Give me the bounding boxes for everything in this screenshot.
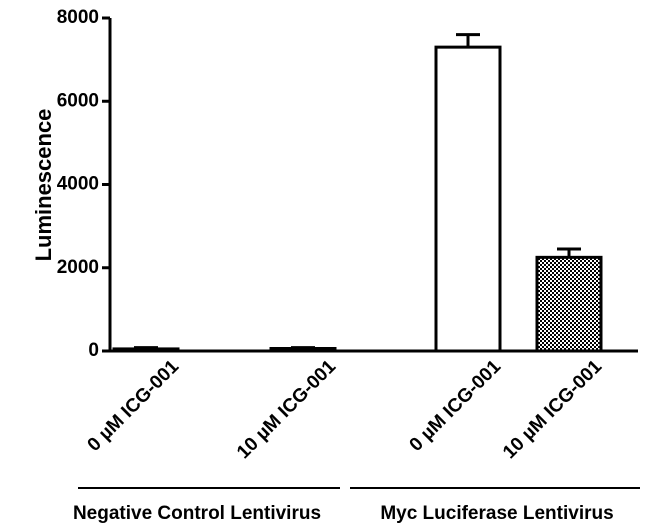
y-tick-label: 8000 — [57, 7, 99, 28]
group-label: Negative Control Lentivirus — [73, 503, 321, 524]
bar — [535, 255, 603, 353]
y-tick-label: 4000 — [57, 174, 99, 195]
group-label: Myc Luciferase Lentivirus — [380, 503, 613, 524]
y-axis-label: Luminescence — [31, 109, 56, 262]
y-tick-label: 2000 — [57, 257, 99, 278]
x-tick-label: 10 µM ICG-001 — [233, 356, 340, 463]
bar — [434, 45, 502, 353]
x-tick-label: 0 µM ICG-001 — [406, 356, 506, 456]
y-tick-label: 0 — [88, 340, 99, 361]
x-tick-label: 10 µM ICG-001 — [499, 356, 606, 463]
x-tick-label: 0 µM ICG-001 — [84, 356, 184, 456]
y-tick-label: 6000 — [57, 90, 99, 111]
